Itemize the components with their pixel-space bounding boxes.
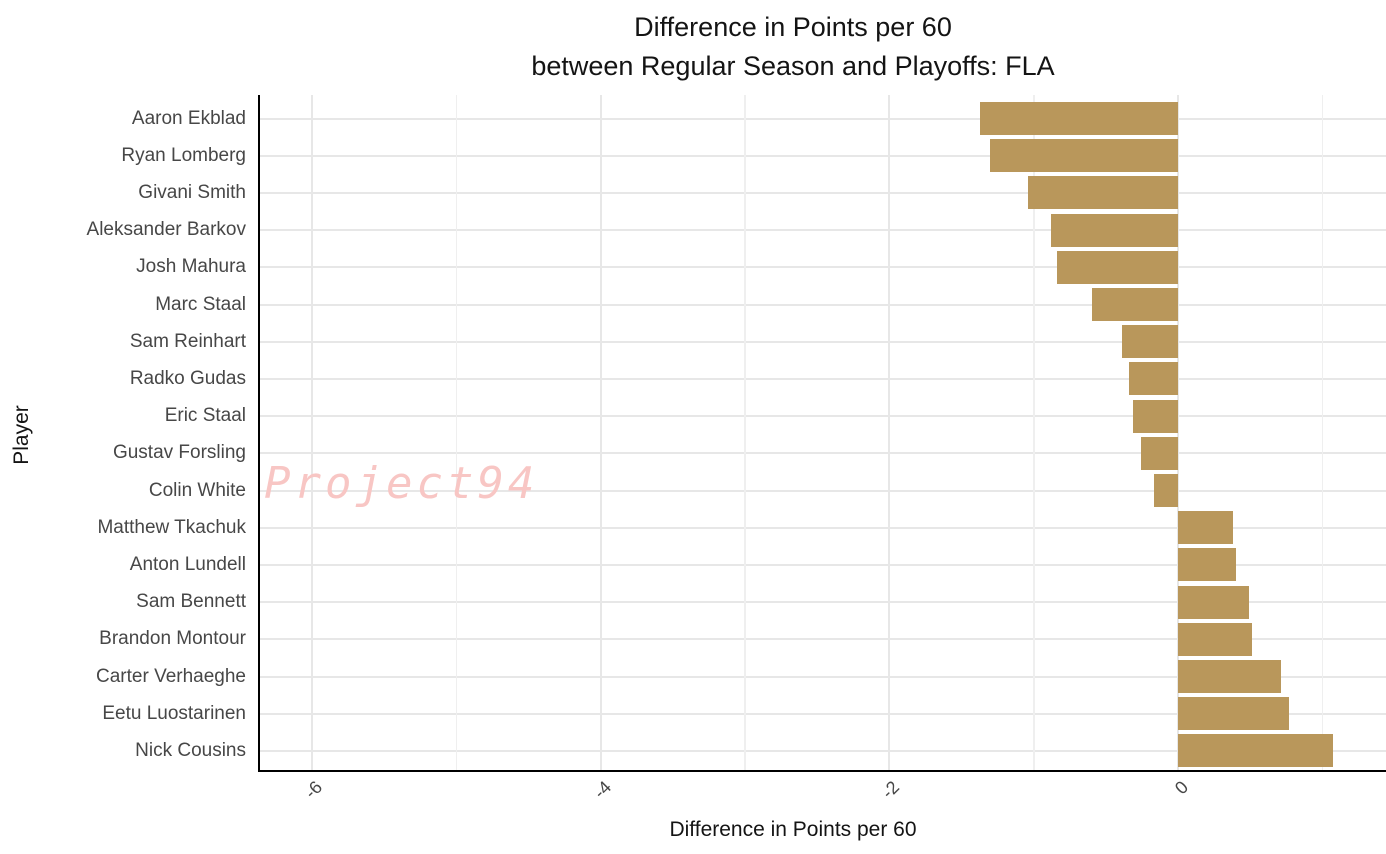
watermark: Project94: [264, 458, 539, 509]
bar-sam-bennett: [1178, 585, 1249, 619]
h-gridline: [260, 303, 1386, 306]
gridlines-layer: [260, 95, 1386, 770]
bar-marc-staal: [1091, 288, 1179, 321]
bar-nick-cousins: [1178, 734, 1333, 768]
player-label: Nick Cousins: [135, 739, 246, 761]
chart-title-line-2: between Regular Season and Playoffs: FLA: [531, 51, 1055, 81]
h-gridline: [260, 638, 1386, 641]
h-gridline: [260, 377, 1386, 380]
bar-aleksander-barkov: [1051, 213, 1179, 247]
bar-gustav-forsling: [1140, 436, 1179, 470]
v-gridline-major: [888, 95, 891, 770]
player-label: Colin White: [148, 479, 246, 501]
player-label: Aleksander Barkov: [86, 219, 246, 241]
player-label: Eetu Luostarinen: [102, 702, 246, 724]
player-label: Eric Staal: [164, 405, 246, 427]
x-axis-title: Difference in Points per 60: [669, 818, 917, 841]
h-gridline: [260, 117, 1386, 120]
bars-layer: [260, 95, 1386, 770]
player-label: Josh Mahura: [136, 256, 246, 278]
player-label: Carter Verhaeghe: [96, 665, 246, 687]
plot-panel: [258, 95, 1386, 772]
h-gridline: [260, 563, 1386, 566]
player-label: Sam Reinhart: [129, 330, 246, 352]
h-gridline: [260, 191, 1386, 194]
v-gridline-minor: [1321, 95, 1324, 770]
v-gridline-major: [599, 95, 602, 770]
bar-ryan-lomberg: [990, 139, 1179, 173]
h-gridline: [260, 675, 1386, 678]
chart-title: Difference in Points per 60 between Regu…: [200, 8, 1386, 86]
h-gridline: [260, 266, 1386, 269]
h-gridline: [260, 601, 1386, 604]
h-gridline: [260, 415, 1386, 418]
h-gridline: [260, 452, 1386, 455]
h-gridline: [260, 712, 1386, 715]
v-gridline-minor: [744, 95, 746, 770]
h-gridline: [260, 526, 1386, 529]
player-label: Ryan Lomberg: [121, 144, 246, 166]
h-gridline: [260, 229, 1386, 232]
player-label: Givani Smith: [138, 181, 246, 203]
player-label: Brandon Montour: [99, 628, 246, 650]
bar-brandon-montour: [1178, 622, 1252, 656]
player-label: Gustav Forsling: [112, 442, 246, 464]
bar-colin-white: [1153, 474, 1179, 507]
player-label: Marc Staal: [155, 293, 246, 315]
h-gridline: [260, 489, 1386, 492]
v-gridline-major: [1177, 95, 1180, 770]
player-label: Radko Gudas: [129, 367, 246, 389]
v-gridline-minor: [455, 95, 458, 770]
bar-sam-reinhart: [1121, 325, 1179, 359]
bar-eric-staal: [1133, 399, 1179, 433]
v-gridline-minor: [1033, 95, 1035, 770]
x-tick-label: -6: [300, 777, 327, 803]
bar-matthew-tkachuk: [1178, 511, 1233, 545]
player-label: Anton Lundell: [129, 553, 246, 575]
x-tick-label: -4: [589, 777, 615, 803]
h-gridline: [260, 749, 1386, 752]
bar-givani-smith: [1027, 176, 1179, 210]
player-label: Matthew Tkachuk: [97, 516, 246, 538]
h-gridline: [260, 340, 1386, 343]
h-gridline: [260, 154, 1386, 157]
x-tick-label: 0: [1171, 777, 1193, 799]
player-label: Aaron Ekblad: [131, 107, 246, 129]
v-gridline-major: [310, 95, 313, 770]
bar-carter-verhaeghe: [1178, 660, 1281, 693]
bar-radko-gudas: [1129, 362, 1179, 396]
bar-eetu-luostarinen: [1178, 697, 1290, 731]
bar-josh-mahura: [1056, 250, 1179, 284]
bar-aaron-ekblad: [980, 102, 1179, 135]
x-tick-label: -2: [878, 777, 904, 803]
player-label: Sam Bennett: [136, 591, 246, 613]
chart-title-line-1: Difference in Points per 60: [634, 12, 952, 42]
bar-anton-lundell: [1178, 548, 1236, 582]
